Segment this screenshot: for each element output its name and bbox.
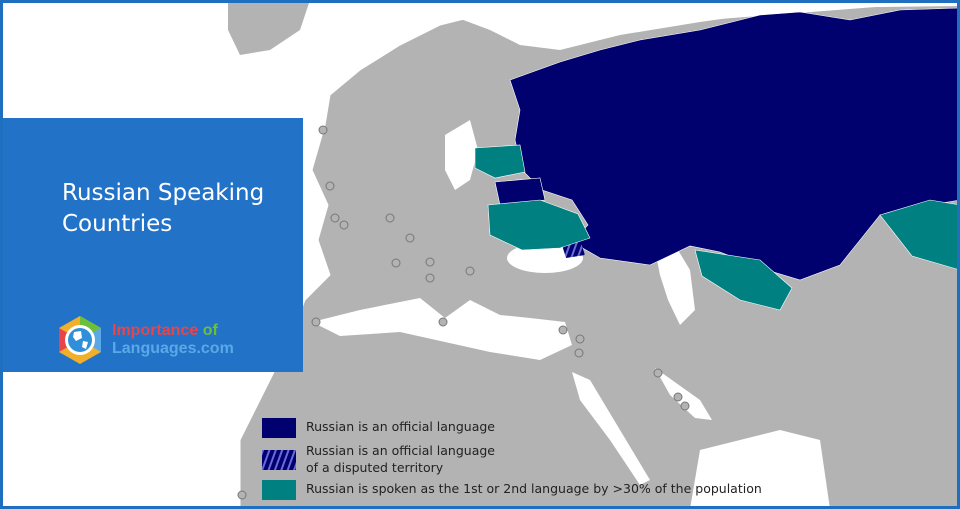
region-kyrgyzstan-east	[879, 199, 960, 271]
legend-item-spoken: Russian is spoken as the 1st or 2nd lang…	[262, 480, 762, 500]
logo-word-of: of	[202, 322, 218, 339]
arabian-sea	[690, 430, 830, 509]
persian-gulf	[655, 368, 712, 420]
title-line-2: Countries	[62, 211, 173, 237]
legend-item-official: Russian is an official language	[262, 418, 762, 438]
globe-hexagon-icon	[59, 316, 101, 364]
mediterranean-sea	[312, 298, 572, 360]
legend-swatch-official	[262, 418, 296, 438]
legend-swatch-disputed	[262, 450, 296, 470]
greenland	[228, 0, 310, 55]
legend-label: Russian is an official language	[306, 443, 495, 458]
legend-label-cont: of a disputed territory	[306, 460, 444, 475]
region-baltics	[474, 144, 526, 179]
red-sea	[572, 372, 650, 485]
legend-label: Russian is spoken as the 1st or 2nd lang…	[306, 481, 762, 496]
map-legend: Russian is an official language Russian …	[262, 418, 762, 504]
title-panel: Russian Speaking Countries Importance of…	[0, 118, 303, 372]
logo-word-languages: Languages.com	[112, 340, 234, 357]
baltic-sea	[445, 120, 478, 190]
legend-label: Russian is an official language	[306, 419, 495, 434]
logo-word-importance: Importance	[112, 322, 199, 339]
region-belarus	[494, 177, 546, 206]
region-russia	[509, 7, 960, 281]
legend-swatch-spoken	[262, 480, 296, 500]
arctic-sea	[400, 0, 960, 50]
brand-logo: Importance of Languages.com	[54, 314, 234, 366]
caspian-sea	[655, 245, 695, 325]
page-title: Russian Speaking Countries	[62, 178, 264, 240]
city-markers	[237, 125, 690, 500]
region-ukraine	[487, 199, 591, 251]
region-central-asia	[694, 249, 793, 311]
legend-item-disputed: Russian is an official language of a dis…	[262, 442, 762, 476]
title-line-1: Russian Speaking	[62, 180, 265, 206]
